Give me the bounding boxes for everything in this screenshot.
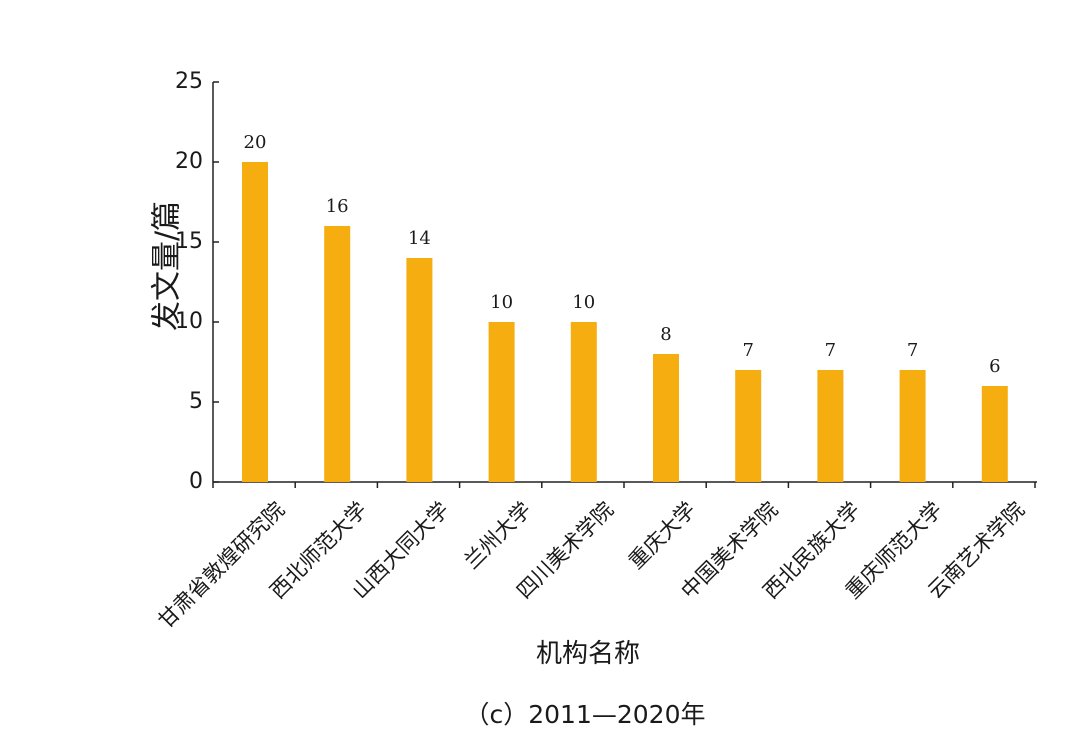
bar xyxy=(406,258,433,482)
bars xyxy=(242,162,1008,482)
data-label: 8 xyxy=(660,324,671,345)
y-tick-label: 25 xyxy=(175,69,203,94)
data-label: 6 xyxy=(989,356,1000,377)
bar xyxy=(653,354,679,482)
data-label: 14 xyxy=(408,228,431,249)
data-label: 10 xyxy=(572,292,595,313)
data-label: 16 xyxy=(326,196,349,217)
bar xyxy=(570,322,597,482)
category-label: 兰州大学 xyxy=(460,497,536,573)
y-tick-label: 0 xyxy=(189,469,203,494)
bar xyxy=(817,370,844,482)
y-tick-label: 15 xyxy=(175,229,203,254)
y-axis-title: 发文量/篇 xyxy=(150,201,185,331)
x-axis xyxy=(212,481,1037,488)
bar xyxy=(735,370,762,482)
y-tick-label: 5 xyxy=(189,389,203,414)
data-label: 10 xyxy=(490,292,513,313)
bar xyxy=(899,370,926,482)
y-tick-label: 20 xyxy=(175,149,203,174)
category-label: 甘肃省敦煌研究院 xyxy=(154,497,290,633)
bar xyxy=(981,386,1008,482)
data-label: 7 xyxy=(907,340,918,361)
category-label: 重庆大学 xyxy=(624,497,700,573)
data-labels: 20 16 14 10 10 8 7 7 7 6 xyxy=(244,132,1001,377)
data-label: 7 xyxy=(825,340,836,361)
y-axis: 0 5 10 15 20 25 xyxy=(175,69,219,494)
data-label: 7 xyxy=(742,340,753,361)
figure-caption: （c）2011—2020年 xyxy=(465,700,706,729)
bar xyxy=(242,162,268,482)
bar xyxy=(488,322,515,482)
bar xyxy=(324,226,351,482)
x-axis-title: 机构名称 xyxy=(536,639,640,669)
y-tick-label: 10 xyxy=(175,309,203,334)
data-label: 20 xyxy=(244,132,267,153)
